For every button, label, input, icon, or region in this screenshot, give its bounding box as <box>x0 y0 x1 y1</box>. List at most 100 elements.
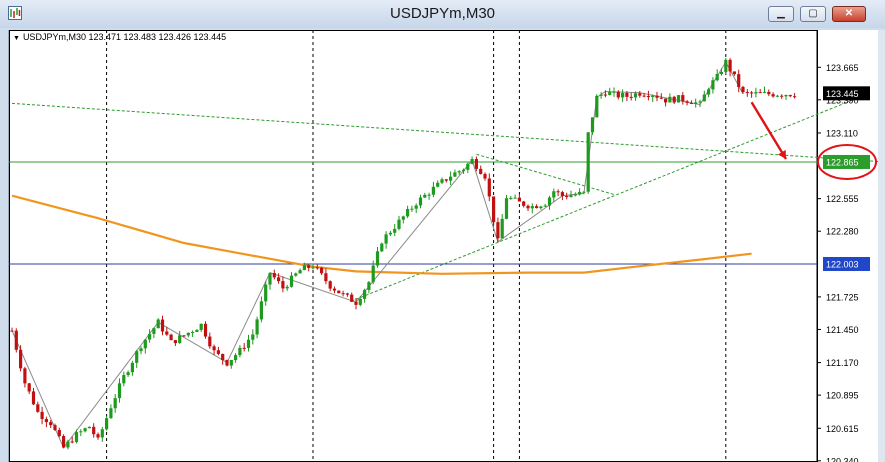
candle-body[interactable] <box>367 282 371 290</box>
candle-body[interactable] <box>479 168 483 174</box>
candle-body[interactable] <box>375 251 380 266</box>
candle-body[interactable] <box>397 219 401 229</box>
candle-body[interactable] <box>302 265 306 271</box>
maximize-button[interactable]: ▢ <box>800 6 826 22</box>
candle-body[interactable] <box>621 93 625 98</box>
candle-body[interactable] <box>724 59 728 72</box>
candle-body[interactable] <box>672 96 676 103</box>
candle-body[interactable] <box>771 94 775 97</box>
candle-body[interactable] <box>23 368 27 384</box>
candle-body[interactable] <box>332 288 337 291</box>
candle-body[interactable] <box>522 201 526 206</box>
candle-body[interactable] <box>427 194 431 196</box>
candle-body[interactable] <box>788 95 792 97</box>
candle-body[interactable] <box>96 434 100 438</box>
candle-body[interactable] <box>775 95 779 97</box>
candle-body[interactable] <box>341 293 345 295</box>
candle-body[interactable] <box>470 159 474 164</box>
candle-body[interactable] <box>629 96 633 98</box>
candle-body[interactable] <box>216 350 220 354</box>
candle-body[interactable] <box>741 86 745 93</box>
candle-body[interactable] <box>14 330 18 350</box>
candle-body[interactable] <box>655 95 659 98</box>
candle-body[interactable] <box>70 441 74 443</box>
candle-body[interactable] <box>246 339 251 348</box>
candle-body[interactable] <box>44 419 48 423</box>
candle-body[interactable] <box>513 197 517 199</box>
candle-body[interactable] <box>74 432 79 443</box>
candle-body[interactable] <box>599 94 603 96</box>
candle-body[interactable] <box>234 355 238 361</box>
candle-body[interactable] <box>272 273 276 278</box>
candle-body[interactable] <box>320 267 324 274</box>
candle-body[interactable] <box>139 348 143 352</box>
candle-body[interactable] <box>767 91 771 95</box>
candle-body[interactable] <box>423 194 427 198</box>
close-button[interactable]: ✕ <box>832 6 866 22</box>
candle-body[interactable] <box>238 347 242 356</box>
candle-body[interactable] <box>552 191 556 198</box>
candle-body[interactable] <box>659 97 663 99</box>
candle-body[interactable] <box>345 293 349 295</box>
candle-body[interactable] <box>57 430 61 437</box>
candle-body[interactable] <box>109 408 113 419</box>
chart-area[interactable]: 123.665 123.390 123.110 122.555 122.280 121.7… <box>8 30 879 462</box>
candle-body[interactable] <box>728 59 732 72</box>
candle-body[interactable] <box>337 290 341 294</box>
candle-body[interactable] <box>156 319 160 329</box>
candle-body[interactable] <box>143 339 147 349</box>
candle-body[interactable] <box>79 431 83 433</box>
candle-body[interactable] <box>191 331 195 333</box>
candle-body[interactable] <box>113 398 117 409</box>
candle-body[interactable] <box>208 336 212 347</box>
candle-body[interactable] <box>255 319 259 335</box>
candle-body[interactable] <box>307 265 311 268</box>
candle-body[interactable] <box>350 294 354 302</box>
candle-body[interactable] <box>259 301 263 320</box>
candle-body[interactable] <box>92 426 96 435</box>
candle-body[interactable] <box>517 197 521 202</box>
candle-body[interactable] <box>685 101 689 103</box>
candle-body[interactable] <box>762 91 767 93</box>
candle-body[interactable] <box>569 195 573 198</box>
candle-body[interactable] <box>358 298 362 305</box>
candle-body[interactable] <box>461 169 466 172</box>
candle-body[interactable] <box>595 95 599 118</box>
candle-body[interactable] <box>135 351 139 363</box>
candle-body[interactable] <box>715 74 719 81</box>
candle-body[interactable] <box>53 425 57 431</box>
candle-body[interactable] <box>453 172 457 177</box>
candle-body[interactable] <box>87 426 91 429</box>
candle-body[interactable] <box>474 159 478 169</box>
candle-body[interactable] <box>711 80 715 90</box>
candle-body[interactable] <box>668 96 672 103</box>
candle-body[interactable] <box>449 176 453 181</box>
candle-body[interactable] <box>582 191 586 193</box>
candle-body[interactable] <box>578 191 582 195</box>
trend-line-0[interactable] <box>11 102 879 163</box>
candle-body[interactable] <box>750 92 754 94</box>
collapse-triangle-icon[interactable]: ▼ <box>13 35 20 42</box>
candle-body[interactable] <box>784 95 788 97</box>
candle-body[interactable] <box>31 391 36 405</box>
candle-body[interactable] <box>199 323 203 330</box>
candle-body[interactable] <box>616 91 620 98</box>
candle-body[interactable] <box>698 101 702 103</box>
candle-body[interactable] <box>130 362 134 373</box>
candle-body[interactable] <box>221 353 225 361</box>
candle-body[interactable] <box>732 71 736 75</box>
candle-body[interactable] <box>543 205 547 207</box>
candle-body[interactable] <box>285 286 289 289</box>
candle-body[interactable] <box>277 277 281 282</box>
candle-body[interactable] <box>401 216 405 220</box>
candle-body[interactable] <box>126 372 130 376</box>
candle-body[interactable] <box>229 360 233 366</box>
candle-body[interactable] <box>173 340 177 344</box>
trend-line-1[interactable] <box>351 96 860 302</box>
candle-body[interactable] <box>406 208 410 217</box>
candle-body[interactable] <box>49 422 53 426</box>
candle-body[interactable] <box>487 178 491 197</box>
candle-body[interactable] <box>754 92 758 94</box>
candle-body[interactable] <box>681 95 685 102</box>
candle-body[interactable] <box>676 95 681 103</box>
